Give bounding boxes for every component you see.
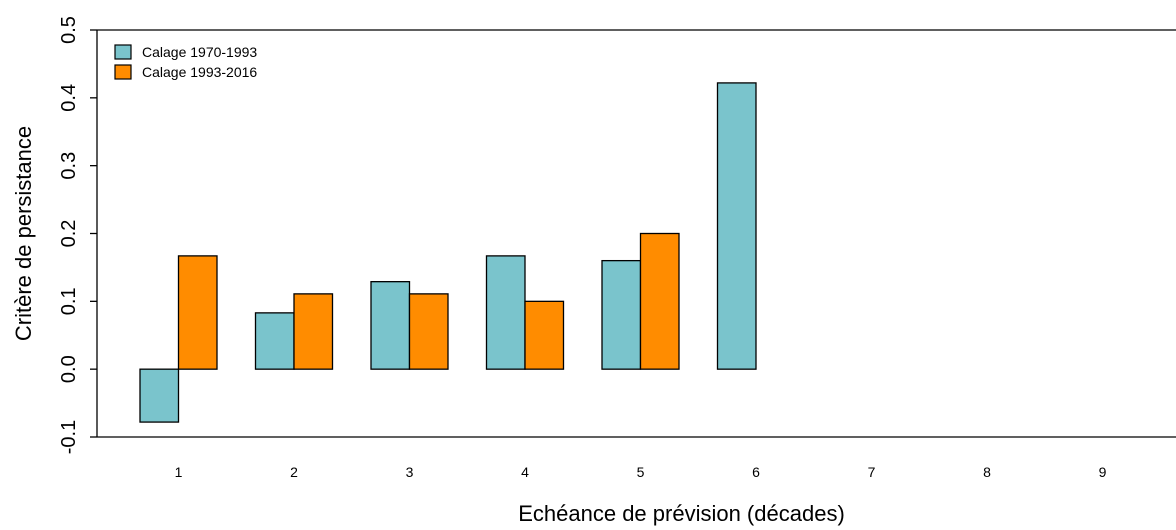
x-tick-label: 8 (983, 464, 991, 480)
x-tick-label: 5 (637, 464, 645, 480)
y-tick-label: -0.1 (58, 420, 80, 454)
legend-swatch-series1 (114, 44, 132, 60)
bar-series1-cat-5 (601, 259, 642, 370)
x-tick-label: 2 (290, 464, 298, 480)
bar-series2-cat-2 (293, 293, 334, 370)
y-tick-label: 0.0 (58, 355, 80, 383)
bar-series2-cat-4 (524, 300, 565, 370)
y-tick-label: 0.4 (58, 84, 80, 112)
y-tick-label: 0.5 (58, 16, 80, 44)
bar-series2-cat-1 (177, 255, 218, 370)
bar-series2-cat-5 (639, 232, 680, 370)
bar-series1-cat-4 (485, 255, 526, 370)
y-tick-label: 0.1 (58, 287, 80, 315)
x-tick-label: 7 (868, 464, 876, 480)
legend-label-series2: Calage 1993-2016 (142, 64, 257, 80)
bar-series1-cat-3 (370, 281, 411, 370)
legend: Calage 1970-1993 Calage 1993-2016 (114, 44, 257, 80)
y-tick-label: 0.3 (58, 152, 80, 180)
y-tick-label: 0.2 (58, 220, 80, 248)
x-tick-label: 9 (1099, 464, 1107, 480)
bar-series1-cat-6 (716, 82, 757, 370)
bars-layer (139, 82, 757, 423)
x-tick-label: 6 (752, 464, 760, 480)
y-axis-label: Critère de persistance (11, 126, 36, 341)
x-tick-label: 4 (521, 464, 529, 480)
bar-series1-cat-2 (254, 312, 295, 370)
bar-series1-cat-1 (139, 368, 180, 423)
bar-series2-cat-3 (408, 293, 449, 370)
legend-swatch-series2 (114, 64, 132, 80)
x-tick-label: 3 (406, 464, 414, 480)
axes-layer: -0.1 0.0 0.1 0.2 0.3 0.4 0.5 1 2 3 4 5 6 7 8 9 (58, 16, 1176, 480)
x-axis-label: Echéance de prévision (décades) (518, 501, 845, 526)
x-tick-label: 1 (175, 464, 183, 480)
legend-label-series1: Calage 1970-1993 (142, 44, 257, 60)
